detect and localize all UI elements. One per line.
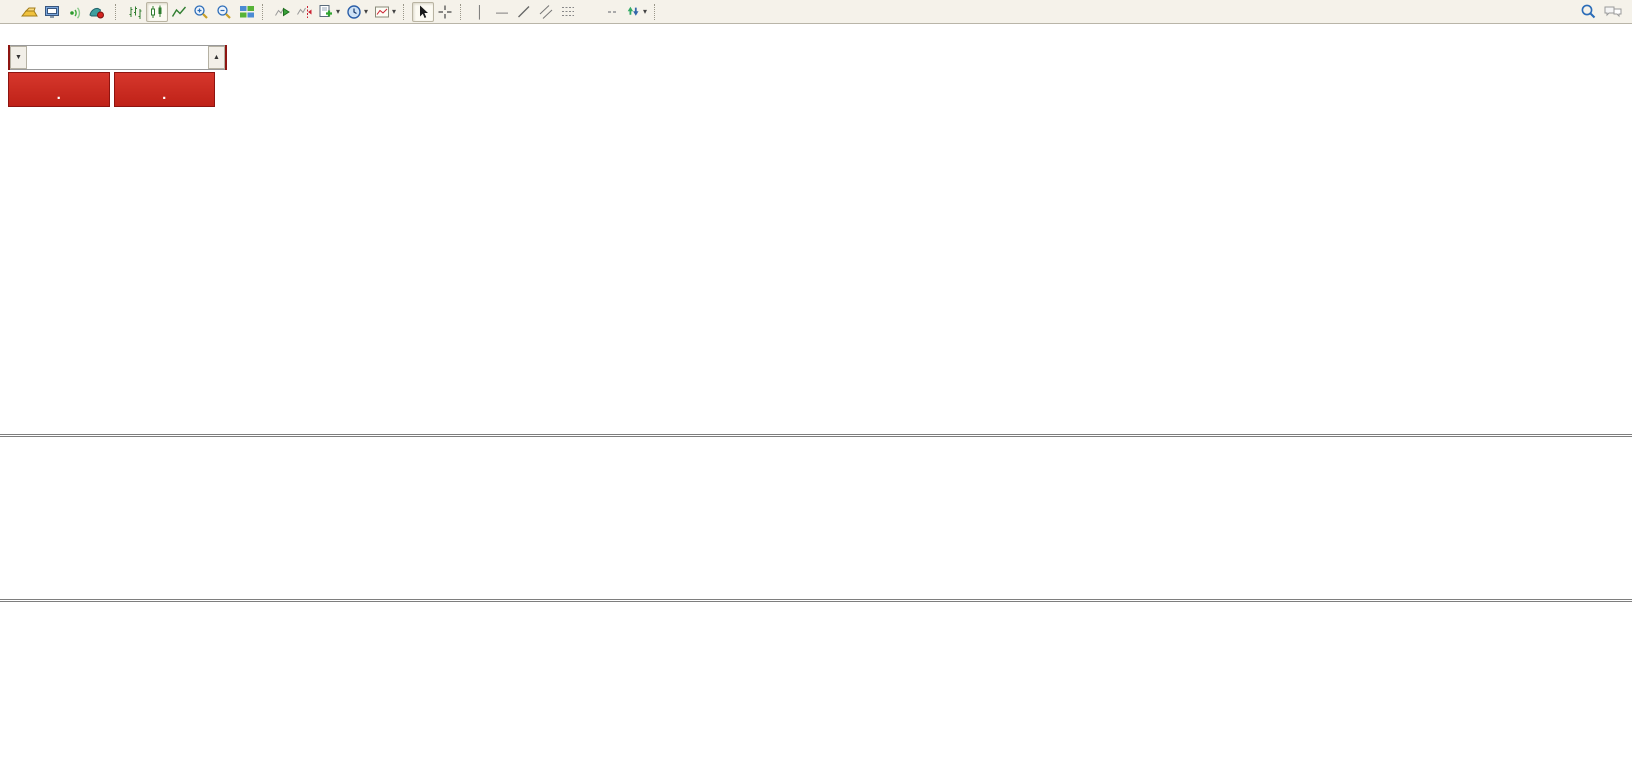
toolbar-grip: [460, 3, 464, 20]
channel-tool-button[interactable]: [535, 2, 557, 22]
crosshair-icon: [438, 5, 452, 18]
sell-price-dot: .: [56, 86, 61, 103]
vertical-line-tool-button[interactable]: │: [469, 2, 491, 22]
search-button[interactable]: [1577, 2, 1600, 22]
toolbar-grip: [654, 3, 658, 20]
text-label-tool-button[interactable]: [601, 2, 623, 22]
dropdown-caret-icon: ▾: [392, 7, 397, 16]
fibonacci-icon: [561, 6, 574, 16]
dropdown-caret-icon: ▾: [364, 7, 369, 16]
line-chart-type-button[interactable]: [168, 2, 190, 22]
signals-button[interactable]: [63, 2, 85, 22]
toolbar-grip: [403, 3, 407, 20]
zoom-out-icon: [217, 4, 231, 19]
text-label-icon: [608, 10, 617, 13]
toolbar-grip: [262, 3, 266, 20]
autotrading-icon: [89, 7, 104, 18]
auto-scroll-button[interactable]: [271, 2, 293, 22]
cursor-icon: [420, 5, 429, 18]
chart-shift-icon: [297, 5, 312, 18]
clock-icon: [347, 4, 361, 19]
zoom-in-icon: [194, 4, 208, 19]
bar-chart-icon: [129, 6, 142, 19]
buy-price-dot: .: [162, 86, 167, 103]
arrows-tool-button[interactable]: ▾: [623, 2, 650, 22]
horizontal-line-tool-button[interactable]: —: [491, 2, 513, 22]
template-chart-icon: [375, 6, 390, 17]
templates-button[interactable]: ▾: [371, 2, 399, 22]
macd-window-splitter[interactable]: [0, 434, 1632, 437]
cursor-tool-button[interactable]: [412, 1, 435, 22]
volume-decrease-button[interactable]: ▼: [10, 46, 27, 69]
text-tool-button[interactable]: [579, 2, 601, 22]
horizontal-line-icon: —: [496, 4, 509, 19]
volume-increase-button[interactable]: ▲: [208, 46, 225, 69]
vertical-line-icon: │: [476, 4, 484, 19]
dropdown-caret-icon: ▾: [336, 7, 341, 16]
terminal-button[interactable]: [41, 2, 63, 22]
new-order-button[interactable]: [0, 2, 18, 22]
zoom-in-button[interactable]: [190, 2, 213, 22]
chat-icon: [1604, 6, 1622, 17]
buy-button[interactable]: [225, 45, 227, 70]
new-chart-icon: [319, 4, 332, 17]
profiles-button[interactable]: ▾: [343, 2, 371, 22]
toolbar-grip: [115, 3, 119, 20]
new-chart-button[interactable]: ▾: [315, 2, 343, 22]
terminal-icon: [45, 5, 59, 18]
tile-windows-icon: [240, 5, 254, 17]
rsi-window-splitter[interactable]: [0, 599, 1632, 602]
search-icon: [1581, 4, 1596, 19]
candlestick-chart-type-button[interactable]: [146, 1, 168, 22]
toolbar: ▾ ▾ ▾ │ — ▾: [0, 0, 1632, 24]
fibonacci-tool-button[interactable]: [557, 2, 579, 22]
zoom-out-button[interactable]: [213, 2, 236, 22]
tile-windows-button[interactable]: [236, 2, 258, 22]
sell-button[interactable]: [8, 45, 10, 70]
volume-input[interactable]: [27, 46, 208, 69]
signal-icon: [70, 6, 81, 19]
dropdown-caret-icon: ▾: [643, 7, 648, 16]
chart-shift-button[interactable]: [293, 2, 315, 22]
gold-button[interactable]: [18, 2, 41, 22]
volume-stepper: ▼ ▲: [10, 45, 225, 70]
bar-chart-type-button[interactable]: [124, 2, 146, 22]
one-click-trade-panel: ▼ ▲ . .: [8, 45, 227, 107]
trendline-tool-button[interactable]: [513, 2, 535, 22]
line-chart-icon: [171, 6, 187, 17]
candlestick-chart-icon: [151, 5, 162, 18]
crosshair-tool-button[interactable]: [434, 2, 456, 22]
buy-price-display[interactable]: .: [113, 72, 215, 107]
sell-price-display[interactable]: .: [8, 72, 110, 107]
equidistant-channel-icon: [539, 4, 552, 19]
gold-ingot-icon: [21, 7, 38, 16]
chat-button[interactable]: [1600, 2, 1626, 22]
autotrading-button[interactable]: [85, 2, 111, 22]
auto-scroll-icon: [275, 7, 290, 16]
arrows-icon: [627, 6, 639, 16]
trendline-icon: [518, 5, 530, 17]
